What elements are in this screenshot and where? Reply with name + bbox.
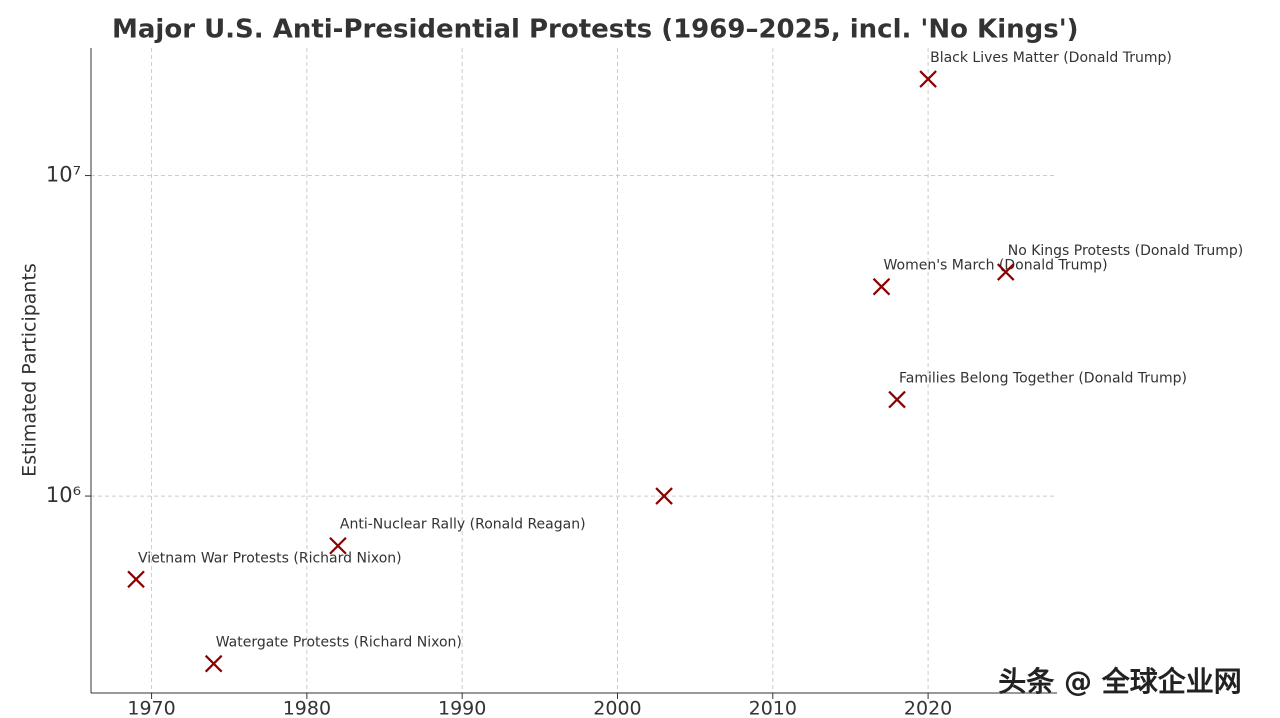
y-tick-label: 10⁶: [46, 483, 81, 507]
point: [872, 277, 891, 296]
point-label: Anti-Nuclear Rally (Ronald Reagan): [340, 517, 586, 533]
y-tick-label: 10⁷: [46, 163, 81, 187]
point-label: No Kings Protests (Donald Trump): [1008, 243, 1244, 259]
point: [127, 570, 145, 589]
x-tick-label: 1990: [438, 698, 486, 718]
x-tick-label: 2020: [904, 698, 952, 718]
point-label: Families Belong Together (Donald Trump): [899, 371, 1187, 387]
chart-title: Major U.S. Anti-Presidential Protests (1…: [112, 15, 1079, 45]
x-tick-label: 2000: [593, 698, 641, 718]
point-label: Vietnam War Protests (Richard Nixon): [138, 550, 402, 566]
y-axis-label: Estimated Participants: [19, 263, 41, 477]
point: [919, 70, 937, 88]
point-label: Women's March (Donald Trump): [884, 258, 1108, 274]
point: [204, 654, 223, 673]
x-tick-label: 2010: [749, 698, 797, 718]
x-tick-label: 1980: [283, 698, 331, 718]
point: [329, 536, 347, 555]
point: [888, 390, 906, 409]
x-tick-label: 1970: [127, 698, 175, 718]
point-label: Black Lives Matter (Donald Trump): [930, 50, 1172, 66]
point-label: Watergate Protests (Richard Nixon): [216, 635, 462, 651]
point: [655, 487, 673, 505]
point: [996, 263, 1015, 281]
